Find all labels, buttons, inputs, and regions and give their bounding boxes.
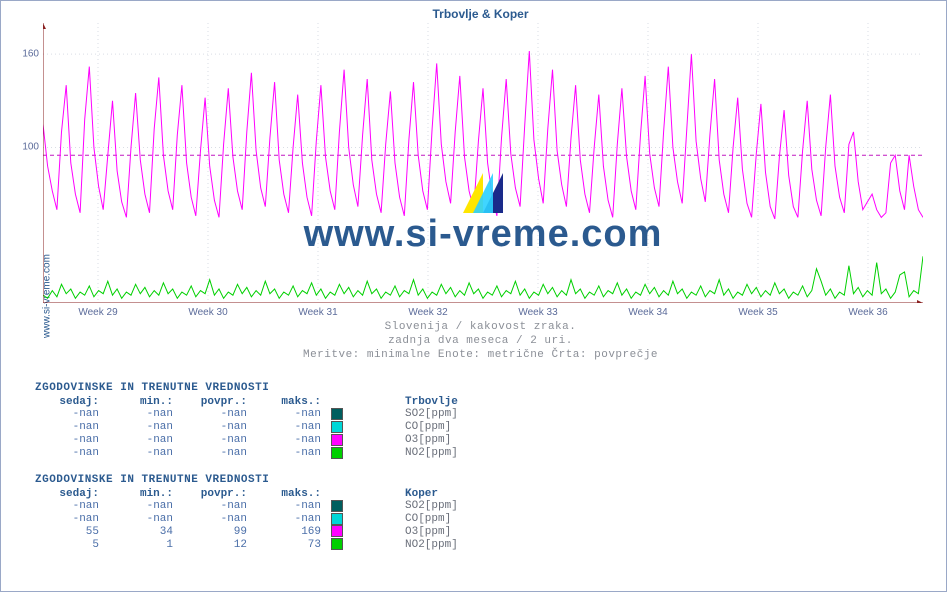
table-cell: 34: [109, 525, 183, 538]
table-header: sedaj:: [35, 396, 109, 408]
table-cell: -nan: [183, 434, 257, 447]
table-cell: -nan: [183, 500, 257, 513]
table-cell: -nan: [257, 500, 331, 513]
param-label: NO2[ppm]: [405, 447, 479, 460]
param-label: CO[ppm]: [405, 421, 479, 434]
table-row: -nan-nan-nan-nanNO2[ppm]: [35, 447, 479, 460]
legend-swatch: [331, 447, 343, 459]
table-header: povpr.:: [183, 396, 257, 408]
y-tick-label: 160: [22, 49, 43, 60]
table-header: sedaj:: [35, 488, 109, 500]
legend-swatch: [331, 408, 343, 420]
stats-tables: ZGODOVINSKE IN TRENUTNE VREDNOSTIsedaj:m…: [35, 382, 934, 551]
table-cell: 99: [183, 525, 257, 538]
chart-subtitle: Slovenija / kakovost zraka. zadnja dva m…: [27, 320, 934, 362]
param-label: NO2[ppm]: [405, 538, 479, 551]
table-cell: -nan: [257, 447, 331, 460]
chart-title: Trbovlje & Koper: [27, 7, 934, 21]
table-title: ZGODOVINSKE IN TRENUTNE VREDNOSTI: [35, 474, 934, 486]
x-tick-label: Week 32: [373, 307, 483, 318]
param-label: O3[ppm]: [405, 434, 479, 447]
table-header: min.:: [109, 396, 183, 408]
table-cell: -nan: [35, 408, 109, 421]
stats-table: sedaj:min.:povpr.:maks.:Trbovlje-nan-nan…: [35, 396, 479, 460]
table-header: maks.:: [257, 396, 331, 408]
chart-svg: [43, 23, 923, 303]
x-tick-label: Week 31: [263, 307, 373, 318]
table-cell: -nan: [109, 434, 183, 447]
x-tick-label: Week 35: [703, 307, 813, 318]
table-row: -nan-nan-nan-nanSO2[ppm]: [35, 500, 479, 513]
x-tick-label: Week 36: [813, 307, 923, 318]
subtitle-line: Meritve: minimalne Enote: metrične Črta:…: [27, 348, 934, 362]
param-label: O3[ppm]: [405, 525, 479, 538]
table-cell: -nan: [109, 421, 183, 434]
table-header: maks.:: [257, 488, 331, 500]
legend-swatch: [331, 513, 343, 525]
table-cell: -nan: [183, 447, 257, 460]
table-header: povpr.:: [183, 488, 257, 500]
table-cell: -nan: [183, 408, 257, 421]
table-cell: -nan: [35, 447, 109, 460]
table-cell: -nan: [183, 513, 257, 526]
table-cell: 169: [257, 525, 331, 538]
table-cell: -nan: [35, 500, 109, 513]
table-row: -nan-nan-nan-nanO3[ppm]: [35, 434, 479, 447]
legend-swatch: [331, 421, 343, 433]
table-cell: -nan: [35, 434, 109, 447]
x-axis-ticks: Week 29Week 30Week 31Week 32Week 33Week …: [43, 307, 923, 318]
table-cell: -nan: [109, 500, 183, 513]
param-label: SO2[ppm]: [405, 500, 479, 513]
table-cell: 1: [109, 538, 183, 551]
table-cell: -nan: [183, 421, 257, 434]
table-title: ZGODOVINSKE IN TRENUTNE VREDNOSTI: [35, 382, 934, 394]
table-cell: 5: [35, 538, 109, 551]
x-tick-label: Week 34: [593, 307, 703, 318]
table-cell: -nan: [257, 421, 331, 434]
table-cell: 55: [35, 525, 109, 538]
table-row: 553499169 O3[ppm]: [35, 525, 479, 538]
table-cell: -nan: [109, 447, 183, 460]
table-cell: -nan: [109, 513, 183, 526]
table-header: min.:: [109, 488, 183, 500]
stats-table: sedaj:min.:povpr.:maks.:Koper-nan-nan-na…: [35, 488, 479, 552]
legend-swatch: [331, 500, 343, 512]
table-row: 511273 NO2[ppm]: [35, 538, 479, 551]
legend-swatch: [331, 538, 343, 550]
table-cell: -nan: [257, 434, 331, 447]
legend-swatch: [331, 434, 343, 446]
param-label: SO2[ppm]: [405, 408, 479, 421]
chart-frame: www.si-vreme.com Trbovlje & Koper 100160…: [0, 0, 947, 592]
table-row: -nan-nan-nan-nanSO2[ppm]: [35, 408, 479, 421]
table-cell: -nan: [109, 408, 183, 421]
table-row: -nan-nan-nan-nanCO[ppm]: [35, 421, 479, 434]
table-cell: -nan: [257, 408, 331, 421]
subtitle-line: zadnja dva meseca / 2 uri.: [27, 334, 934, 348]
param-label: CO[ppm]: [405, 513, 479, 526]
table-row: -nan-nan-nan-nanCO[ppm]: [35, 513, 479, 526]
legend-swatch: [331, 525, 343, 537]
table-cell: 73: [257, 538, 331, 551]
y-tick-label: 100: [22, 142, 43, 153]
table-cell: -nan: [35, 421, 109, 434]
plot-area: 100160 www.si-vreme.com: [43, 23, 923, 303]
table-cell: -nan: [35, 513, 109, 526]
x-tick-label: Week 30: [153, 307, 263, 318]
location-name: Trbovlje: [405, 396, 479, 408]
location-name: Koper: [405, 488, 479, 500]
table-cell: -nan: [257, 513, 331, 526]
table-cell: 12: [183, 538, 257, 551]
x-tick-label: Week 29: [43, 307, 153, 318]
subtitle-line: Slovenija / kakovost zraka.: [27, 320, 934, 334]
x-tick-label: Week 33: [483, 307, 593, 318]
